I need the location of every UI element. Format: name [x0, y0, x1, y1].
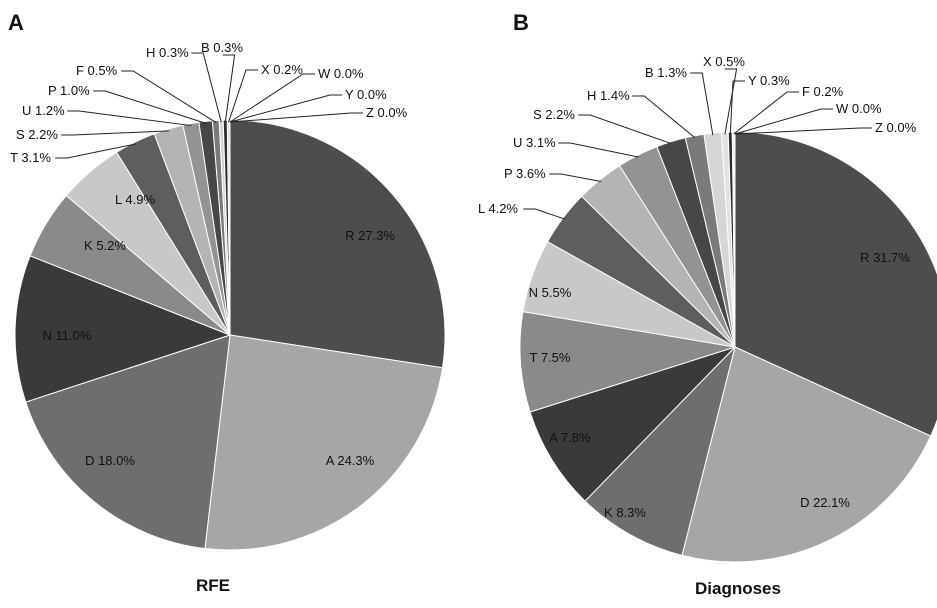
slice-label-a: A 24.3%: [326, 453, 375, 468]
leader-line-x: [228, 69, 258, 123]
leader-line-u: [67, 110, 192, 127]
slice-label-b: B 0.3%: [201, 40, 243, 55]
pie-chart-diagnoses: R 31.7% D 22.1% K 8.3% A 7.8% T 7.5% N 5.5% L …: [478, 54, 937, 563]
leader-line-p: [549, 173, 602, 182]
pie-slice-n: [14, 255, 232, 403]
slice-label-r: R 31.7%: [860, 250, 910, 265]
slice-label-s: S 2.2%: [16, 127, 58, 142]
leader-line-f: [733, 91, 799, 135]
slice-label-f: F 0.5%: [76, 63, 118, 78]
leader-line-s: [61, 130, 170, 136]
slice-label-l: L 4.2%: [478, 201, 518, 216]
pie-slice-t: [519, 311, 736, 413]
leader-line-u: [558, 142, 639, 158]
pie-slice-a: [204, 334, 444, 551]
pie-slice-r: [734, 131, 937, 437]
slice-label-k: K 5.2%: [84, 238, 126, 253]
leader-line-z: [229, 112, 363, 123]
slice-label-p: P 1.0%: [48, 83, 90, 98]
slice-label-w: W 0.0%: [318, 66, 364, 81]
slice-label-p: P 3.6%: [504, 166, 546, 181]
leader-line-t: [55, 143, 136, 159]
slice-label-n: N 11.0%: [43, 328, 92, 343]
panel-letter-a: A: [8, 10, 24, 35]
slice-label-x: X 0.5%: [703, 54, 745, 69]
pie-slice-k: [584, 345, 736, 556]
leader-line-w: [734, 108, 833, 135]
slice-label-w: W 0.0%: [836, 101, 882, 116]
leader-line-y: [729, 80, 745, 135]
slice-label-d: D 18.0%: [85, 453, 135, 468]
leader-line-p: [93, 90, 206, 124]
slice-label-d: D 22.1%: [800, 495, 850, 510]
pie-slice-x: [226, 119, 231, 336]
leader-line-l: [523, 208, 565, 220]
slice-label-h: H 1.4%: [587, 88, 630, 103]
slice-label-a: A 7.8%: [549, 430, 591, 445]
slice-label-l: L 4.9%: [115, 192, 155, 207]
slice-label-r: R 27.3%: [345, 228, 395, 243]
slice-label-u: U 3.1%: [513, 135, 556, 150]
chart-title-rfe: RFE: [196, 576, 230, 595]
slice-label-s: S 2.2%: [533, 107, 575, 122]
slice-label-t: T 3.1%: [10, 150, 51, 165]
leader-line-z: [734, 127, 872, 135]
leader-line-s: [578, 114, 672, 145]
slice-label-y: Y 0.0%: [345, 87, 387, 102]
pie-slice-d: [681, 346, 932, 563]
leader-line-b: [690, 72, 714, 136]
slice-label-f: F 0.2%: [802, 84, 844, 99]
slice-label-b: B 1.3%: [645, 65, 687, 80]
pie-slice-f: [731, 131, 736, 348]
pie-chart-rfe: R 27.3% A 24.3% D 18.0% N 11.0% K 5.2% L 4.9%…: [10, 40, 446, 551]
slice-label-z: Z 0.0%: [366, 105, 408, 120]
slice-label-z: Z 0.0%: [875, 120, 917, 135]
pie-slice-d: [25, 334, 231, 550]
slice-label-y: Y 0.3%: [748, 73, 790, 88]
slice-label-h: H 0.3%: [146, 45, 189, 60]
slice-label-t: T 7.5%: [530, 350, 571, 365]
leader-line-w: [229, 73, 315, 123]
pie-slice-r: [229, 119, 446, 369]
panel-letter-b: B: [513, 10, 529, 35]
leader-line-f: [121, 70, 217, 123]
slice-label-k: K 8.3%: [604, 505, 646, 520]
pie-slice-a: [529, 346, 736, 502]
leader-line-y: [229, 94, 342, 123]
chart-title-diagnoses: Diagnoses: [695, 579, 781, 598]
leader-line-b: [222, 54, 236, 123]
slice-label-x: X 0.2%: [261, 62, 303, 77]
leader-line-h: [191, 52, 222, 123]
leader-line-h: [632, 95, 696, 139]
slice-label-u: U 1.2%: [22, 103, 65, 118]
slice-label-n: N 5.5%: [529, 285, 572, 300]
leader-line-x: [724, 68, 738, 135]
